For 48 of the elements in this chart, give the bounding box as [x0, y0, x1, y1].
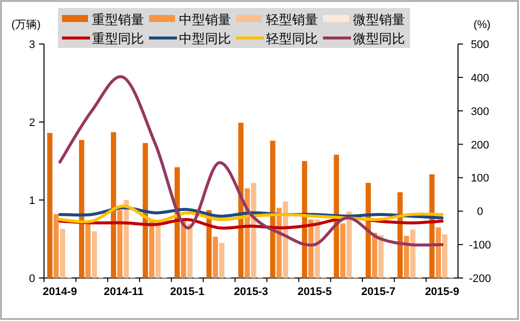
- x-tick-label: 2015-3: [234, 286, 268, 298]
- x-tick-label: 2015-1: [170, 286, 204, 298]
- legend-label: 轻型同比: [266, 31, 318, 46]
- x-tick-label: 2014-11: [104, 286, 144, 298]
- legend-label: 重型同比: [92, 31, 144, 46]
- bar: [47, 132, 52, 278]
- y2-tick-label: 500: [470, 39, 490, 51]
- bar: [410, 230, 416, 278]
- bar: [54, 214, 59, 278]
- y2-tick-label: 400: [470, 72, 490, 84]
- legend-label: 中型销量: [179, 12, 231, 27]
- legend-label: 中型同比: [179, 31, 231, 46]
- legend-label: 轻型销量: [266, 12, 318, 27]
- y-tick-label: 1: [28, 195, 36, 207]
- bar: [340, 223, 346, 278]
- bar: [366, 182, 371, 278]
- y2-axis-title: (%): [473, 19, 491, 31]
- bar: [60, 228, 66, 278]
- bar: [110, 132, 116, 278]
- y-axis-title: (万辆): [11, 19, 41, 31]
- bar: [219, 242, 224, 278]
- bar: [117, 210, 122, 278]
- legend-label: 重型销量: [92, 12, 144, 27]
- y2-tick-label: -200: [468, 273, 492, 285]
- bar: [155, 223, 161, 278]
- legend-label: 微型销量: [353, 12, 405, 27]
- legend-label: 微型同比: [353, 31, 405, 46]
- x-tick-label: 2014-9: [42, 286, 78, 298]
- y2-tick-label: 100: [470, 172, 490, 185]
- y2-tick-label: 300: [470, 106, 490, 118]
- bar: [436, 227, 441, 278]
- bar: [149, 220, 154, 278]
- y2-tick-label: 200: [470, 139, 490, 152]
- bar: [270, 140, 276, 278]
- bar: [212, 236, 218, 278]
- bar: [442, 234, 448, 278]
- y2-tick-label: 0: [476, 206, 484, 218]
- y-tick-label: 2: [28, 117, 36, 129]
- x-tick-label: 2015-7: [361, 286, 396, 298]
- y-tick-label: 3: [28, 39, 36, 51]
- bar: [142, 143, 148, 278]
- bar: [92, 231, 97, 278]
- x-tick-label: 2015-9: [424, 286, 460, 298]
- x-tick-label: 2015-5: [298, 286, 332, 298]
- bar: [346, 212, 352, 278]
- y2-tick-label: -100: [468, 240, 492, 252]
- y-tick-label: 0: [28, 273, 36, 285]
- bar: [79, 140, 84, 278]
